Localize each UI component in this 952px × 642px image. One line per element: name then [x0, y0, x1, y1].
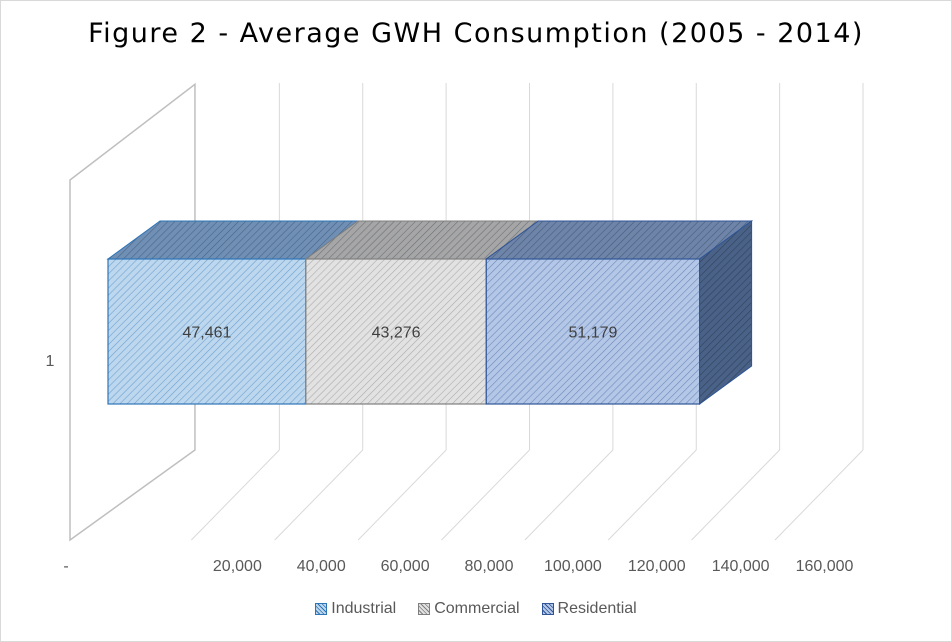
legend-label: Industrial — [331, 600, 397, 617]
gridline — [691, 449, 780, 541]
data-label: 43,276 — [372, 325, 421, 342]
x-tick-label: 160,000 — [796, 558, 854, 575]
legend-item-commercial: Commercial — [418, 600, 520, 618]
legend-swatch — [315, 603, 328, 615]
legend-label: Residential — [557, 600, 637, 617]
gridline — [357, 449, 447, 541]
legend-item-residential: Residential — [541, 600, 637, 618]
labels: 47,461 43,276 51,179 1 - 20,000 40,000 60,000 80… — [46, 325, 854, 576]
bar-segment-industrial — [106, 220, 360, 405]
x-tick-label: - — [63, 558, 68, 575]
bar — [305, 258, 487, 405]
gridline — [274, 449, 364, 541]
x-tick-label: 20,000 — [213, 558, 262, 575]
gridline — [191, 449, 280, 541]
bar-segment-residential — [484, 220, 754, 405]
side-wall — [69, 82, 196, 542]
x-tick-label: 120,000 — [628, 558, 686, 575]
data-label: 47,461 — [182, 325, 231, 342]
data-label: 51,179 — [568, 325, 617, 342]
bar-segment-commercial — [304, 220, 540, 405]
gridline — [441, 449, 530, 541]
bar-side-face — [699, 220, 753, 405]
gridline — [524, 449, 614, 541]
x-tick-label: 140,000 — [712, 558, 770, 575]
legend: Industrial Commercial Residential — [0, 600, 952, 618]
bar-stack — [106, 220, 754, 405]
x-tick-label: 80,000 — [465, 558, 514, 575]
legend-item-industrial: Industrial — [315, 600, 396, 618]
bar — [485, 258, 701, 405]
chart-title: Figure 2 - Average GWH Consumption (2005… — [88, 18, 864, 49]
legend-swatch — [418, 603, 431, 615]
legend-label: Commercial — [434, 600, 520, 617]
legend-swatch — [541, 603, 554, 615]
gridline — [774, 449, 864, 541]
x-tick-label: 100,000 — [544, 558, 602, 575]
category-label: 1 — [46, 353, 55, 370]
gridline — [607, 449, 697, 541]
x-tick-label: 40,000 — [297, 558, 346, 575]
x-tick-label: 60,000 — [381, 558, 430, 575]
